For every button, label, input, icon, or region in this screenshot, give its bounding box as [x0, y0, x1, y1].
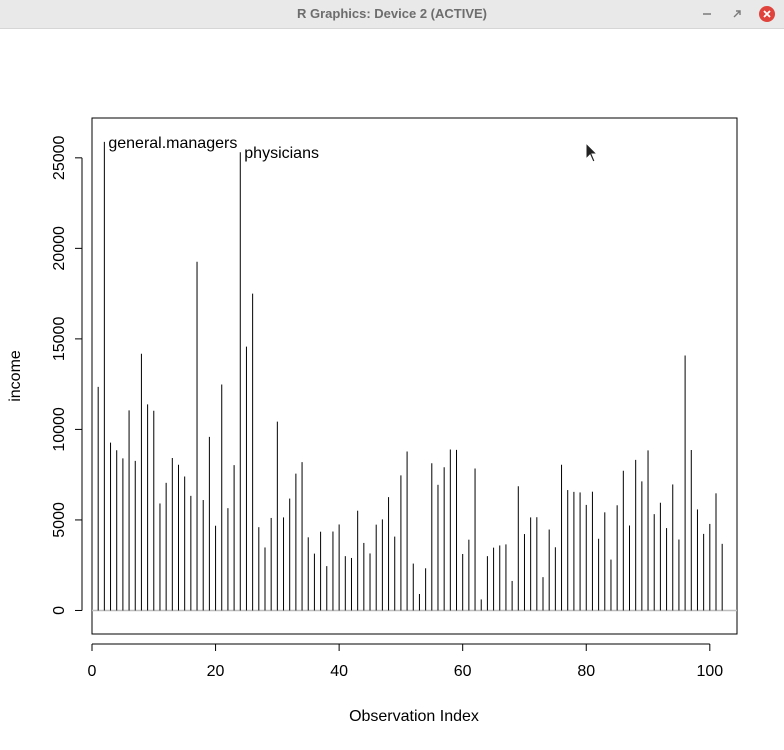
minimize-button[interactable]	[698, 5, 716, 23]
y-tick-label: 15000	[51, 317, 68, 362]
point-label: general.managers	[108, 135, 237, 152]
x-axis: 0 20 40 60 80 100	[88, 643, 723, 680]
close-icon	[759, 6, 775, 22]
x-axis-label: Observation Index	[349, 708, 479, 725]
window-title: R Graphics: Device 2 (ACTIVE)	[297, 6, 487, 21]
x-tick-label: 40	[330, 663, 348, 680]
restore-button[interactable]	[728, 5, 746, 23]
y-tick-label: 10000	[51, 407, 68, 452]
x-tick-label: 80	[577, 663, 595, 680]
y-tick-label: 5000	[51, 502, 68, 538]
annotations: general.managers physicians	[108, 135, 319, 162]
y-axis: 0 5000 10000 15000 20000 25000	[51, 135, 83, 615]
mouse-pointer-icon	[585, 142, 599, 164]
spike-series	[92, 141, 737, 612]
minimize-icon	[703, 13, 711, 15]
restore-icon	[733, 10, 741, 18]
point-label: physicians	[244, 145, 319, 162]
x-tick-label: 0	[88, 663, 97, 680]
y-tick-label: 25000	[51, 135, 68, 180]
close-button[interactable]	[758, 5, 776, 23]
plot-box	[91, 117, 738, 635]
x-tick-label: 60	[454, 663, 472, 680]
x-tick-label: 100	[696, 663, 723, 680]
y-tick-label: 0	[51, 606, 68, 615]
window-titlebar: R Graphics: Device 2 (ACTIVE)	[0, 0, 784, 29]
y-axis-label: income	[7, 350, 24, 402]
x-tick-label: 20	[207, 663, 225, 680]
y-tick-label: 20000	[51, 226, 68, 271]
plot-area: general.managers physicians 0 20 40 60 80 100 …	[0, 28, 784, 750]
